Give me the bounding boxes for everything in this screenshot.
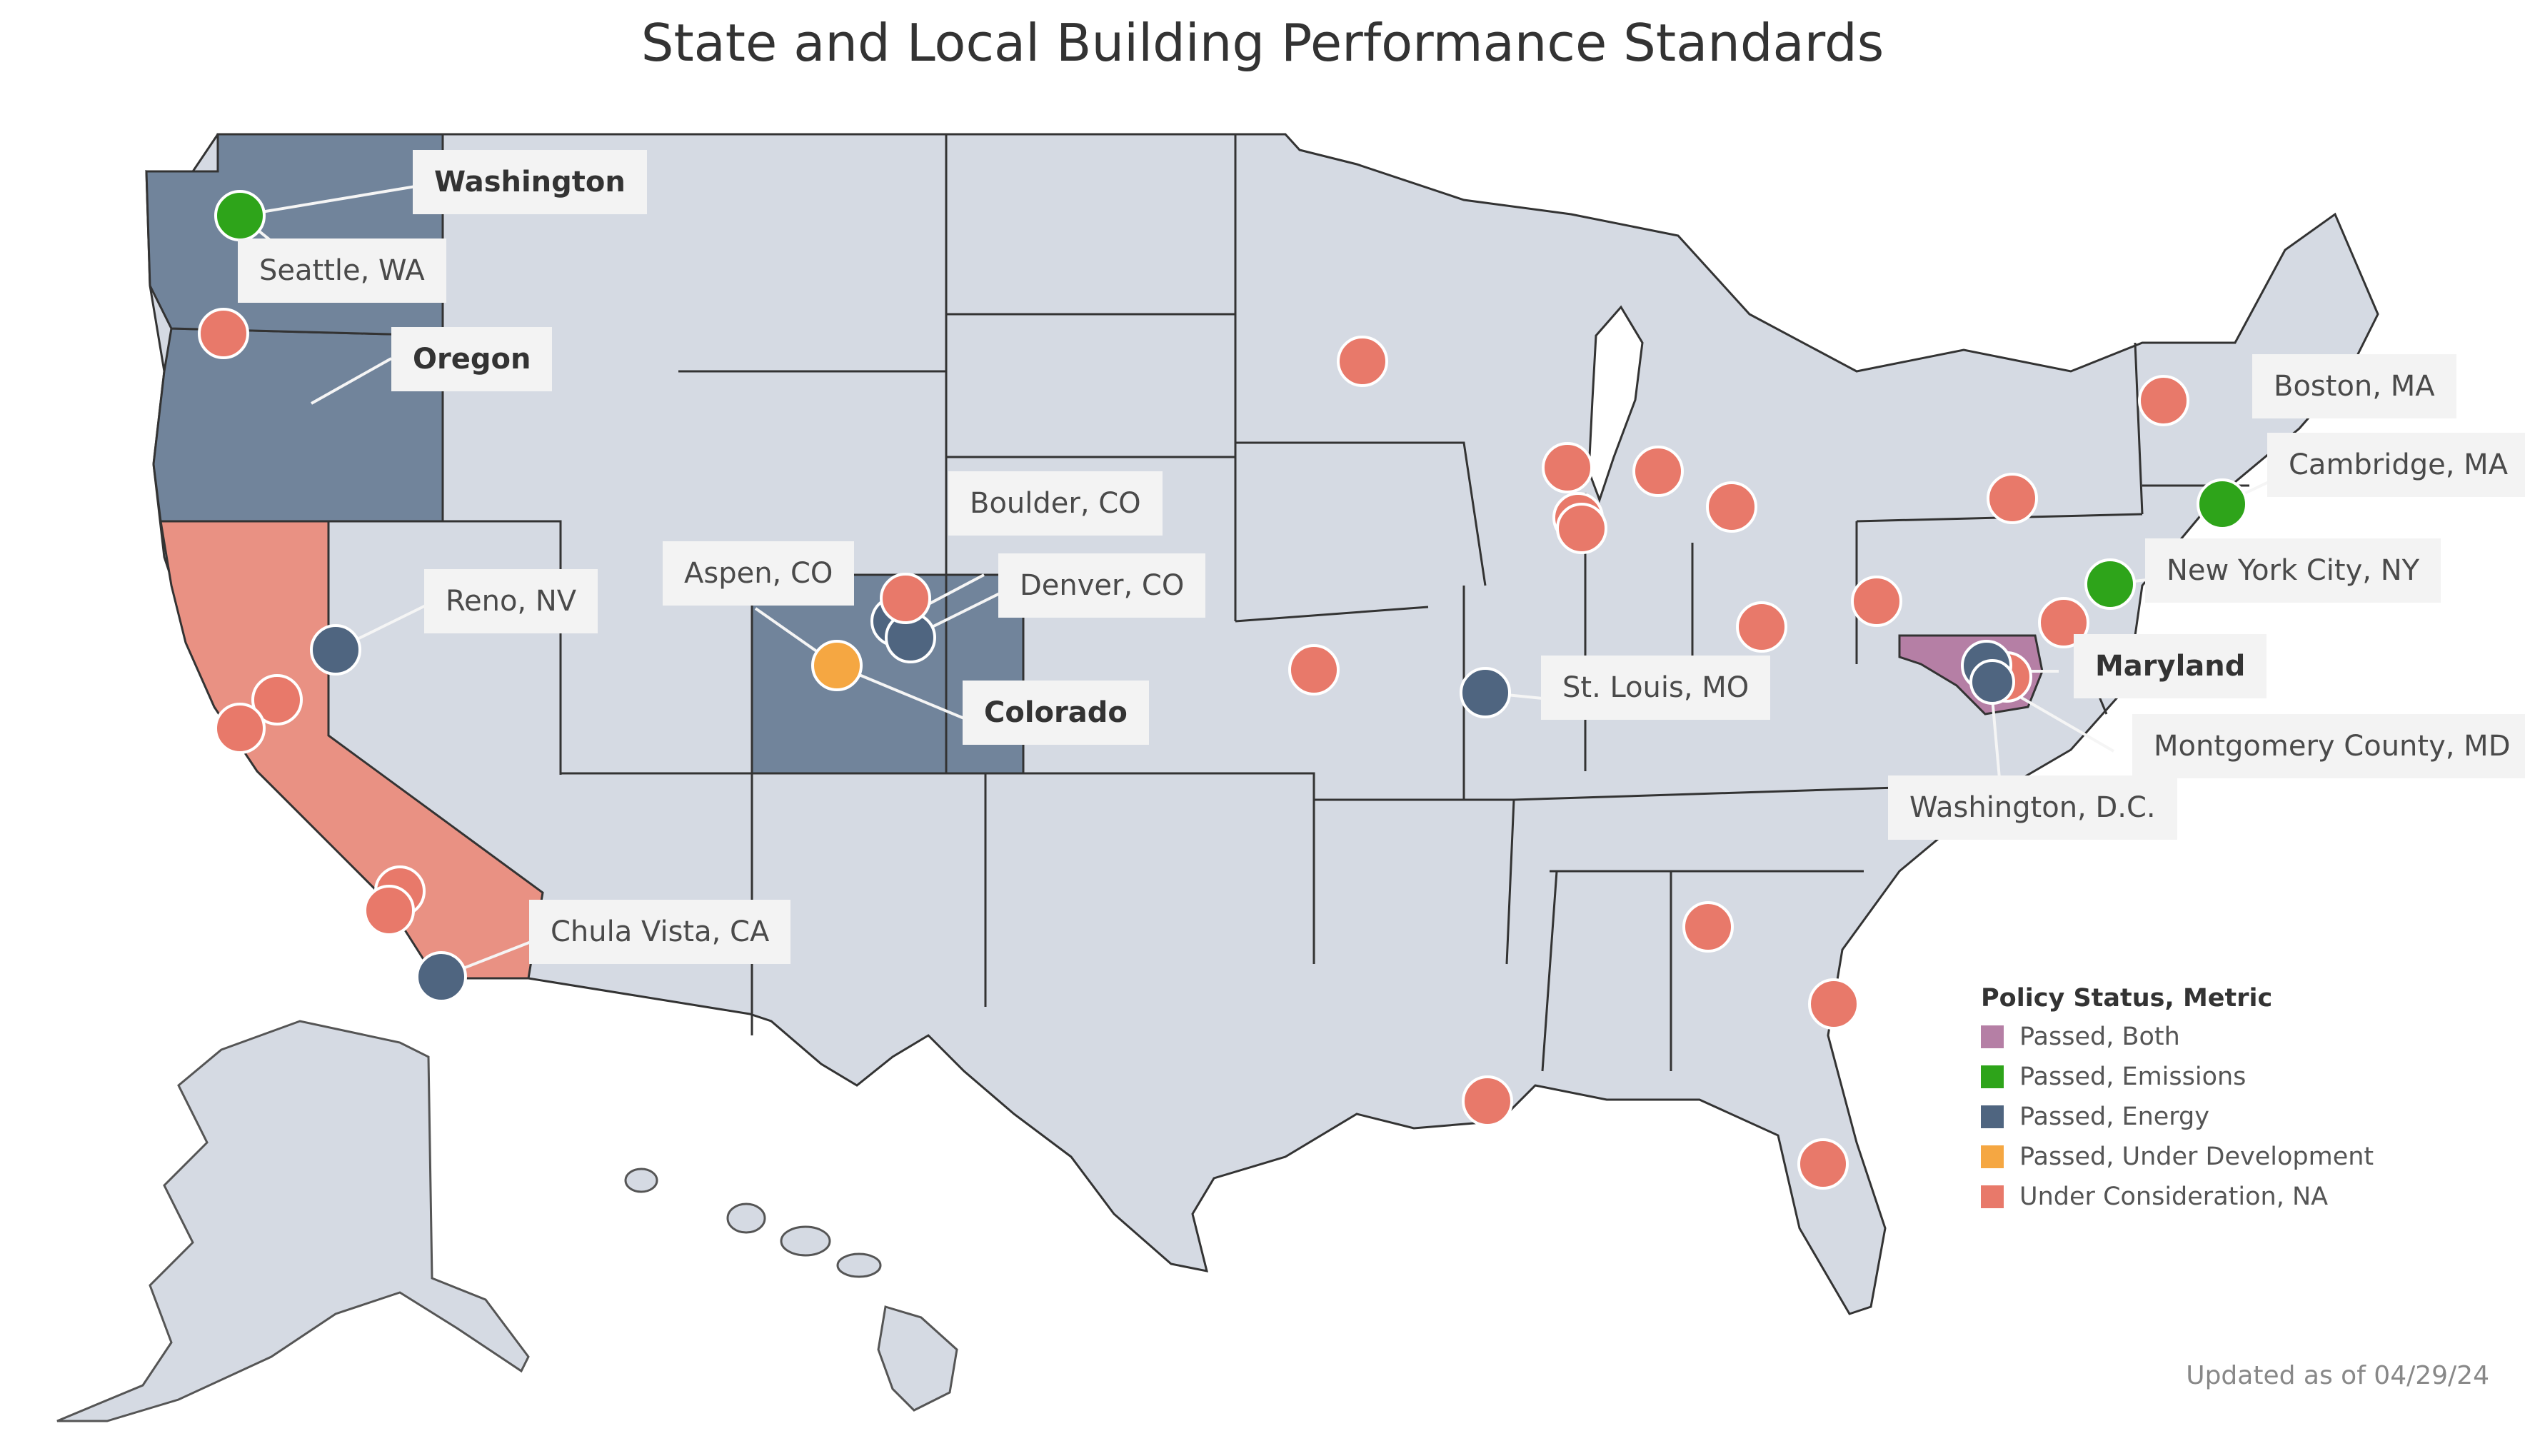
marker-orlando[interactable]: [1797, 1138, 1849, 1190]
hawaii-shape: [624, 1168, 958, 1412]
callout-seattle: Seattle, WA: [238, 239, 446, 303]
marker-charleston[interactable]: [1808, 978, 1859, 1030]
legend-item-passed-under-development[interactable]: Passed, Under Development: [1981, 1143, 2374, 1171]
marker-cambridge[interactable]: [2197, 478, 2248, 530]
marker-vermont[interactable]: [2138, 375, 2189, 426]
marker-la-2[interactable]: [363, 885, 415, 936]
callout-colorado: Colorado: [963, 681, 1149, 745]
marker-ithaca[interactable]: [1987, 473, 2038, 524]
marker-pittsburgh[interactable]: [1851, 576, 1902, 627]
marker-seattle[interactable]: [214, 190, 266, 241]
callout-nyc: New York City, NY: [2145, 538, 2441, 603]
marker-kansas-city[interactable]: [1288, 644, 1340, 696]
marker-grand-rapids[interactable]: [1632, 446, 1684, 497]
legend-swatch: [1981, 1065, 2004, 1088]
marker-atlanta[interactable]: [1682, 901, 1734, 953]
legend-label: Passed, Both: [2019, 1023, 2180, 1051]
marker-milwaukee[interactable]: [1542, 442, 1593, 493]
callout-st-louis: St. Louis, MO: [1541, 656, 1771, 720]
callout-montgomery: Montgomery County, MD: [2132, 714, 2525, 778]
callout-washington: Washington: [413, 150, 647, 214]
callout-boulder: Boulder, CO: [948, 471, 1163, 536]
callout-aspen: Aspen, CO: [663, 541, 855, 606]
page-title: State and Local Building Performance Sta…: [641, 13, 1884, 73]
legend-swatch: [1981, 1025, 2004, 1048]
markers: [198, 190, 2248, 1190]
legend-item-passed-both[interactable]: Passed, Both: [1981, 1023, 2374, 1051]
legend-item-passed-energy[interactable]: Passed, Energy: [1981, 1103, 2374, 1131]
marker-chicago-2[interactable]: [1556, 503, 1607, 554]
marker-ann-arbor[interactable]: [1706, 481, 1757, 533]
legend: Policy Status, Metric Passed, Both Passe…: [1981, 984, 2374, 1222]
callout-denver: Denver, CO: [998, 553, 1206, 618]
marker-new-orleans[interactable]: [1462, 1075, 1513, 1127]
marker-chula-vista[interactable]: [416, 951, 467, 1003]
lake-michigan: [1587, 305, 1644, 503]
marker-portland[interactable]: [198, 308, 249, 359]
legend-title: Policy Status, Metric: [1981, 984, 2273, 1013]
legend-item-under-consideration[interactable]: Under Consideration, NA: [1981, 1183, 2374, 1211]
marker-aspen[interactable]: [811, 640, 863, 691]
legend-swatch: [1981, 1105, 2004, 1128]
marker-nyc[interactable]: [2084, 558, 2136, 610]
marker-sf-1[interactable]: [251, 674, 303, 726]
callout-dc: Washington, D.C.: [1888, 775, 2177, 840]
updated-date: Updated as of 04/29/24: [2186, 1361, 2489, 1390]
marker-columbus[interactable]: [1736, 601, 1787, 653]
legend-swatch: [1981, 1185, 2004, 1208]
marker-minneapolis[interactable]: [1337, 336, 1388, 387]
callout-oregon: Oregon: [391, 327, 553, 391]
legend-item-passed-emissions[interactable]: Passed, Emissions: [1981, 1063, 2374, 1091]
marker-sf-2[interactable]: [214, 703, 266, 754]
callout-reno: Reno, NV: [424, 569, 598, 633]
legend-label: Under Consideration, NA: [2019, 1183, 2329, 1211]
legend-swatch: [1981, 1145, 2004, 1168]
marker-reno[interactable]: [310, 624, 361, 676]
callout-chula-vista: Chula Vista, CA: [529, 900, 791, 964]
marker-st-louis[interactable]: [1460, 667, 1511, 718]
callout-maryland: Maryland: [2074, 634, 2267, 698]
legend-label: Passed, Under Development: [2019, 1143, 2374, 1171]
callout-boston: Boston, MA: [2252, 354, 2456, 418]
washington-shape: [145, 133, 444, 337]
marker-dc[interactable]: [1969, 659, 2015, 705]
callout-cambridge: Cambridge, MA: [2267, 433, 2525, 497]
marker-co-springs[interactable]: [880, 573, 931, 624]
legend-label: Passed, Emissions: [2019, 1063, 2247, 1091]
legend-label: Passed, Energy: [2019, 1103, 2209, 1131]
alaska-shape: [56, 1020, 530, 1422]
